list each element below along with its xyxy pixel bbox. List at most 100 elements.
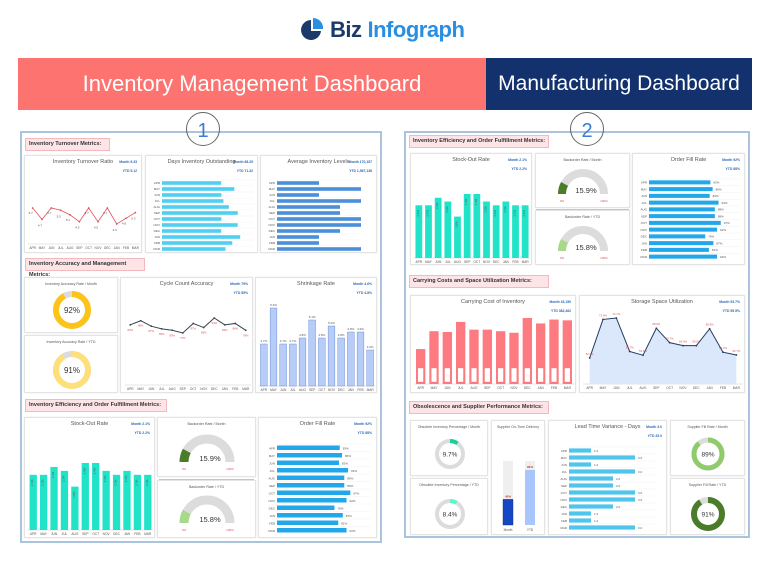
data-point[interactable] (115, 223, 118, 225)
data-point[interactable] (668, 341, 671, 344)
data-point[interactable] (588, 357, 591, 359)
bar[interactable] (298, 337, 307, 387)
data-point[interactable] (50, 207, 53, 209)
data-point[interactable] (628, 350, 631, 353)
bar[interactable] (269, 307, 278, 387)
bar[interactable] (162, 217, 222, 221)
data-point[interactable] (202, 326, 205, 329)
data-point[interactable] (655, 327, 658, 330)
data-point[interactable] (642, 354, 644, 357)
bar[interactable] (133, 474, 142, 530)
bar[interactable] (277, 223, 361, 227)
bar[interactable] (71, 486, 79, 530)
bar[interactable] (562, 320, 572, 384)
bar[interactable] (162, 199, 224, 203)
bar[interactable] (162, 211, 238, 215)
bar[interactable] (425, 205, 432, 258)
bar[interactable] (277, 468, 349, 473)
backorder-ytd-card[interactable]: 15.8% 0% 100% Backorder Rate / YTD (157, 480, 256, 538)
bar[interactable] (92, 463, 100, 530)
bar[interactable] (416, 349, 426, 384)
bar[interactable] (277, 475, 345, 481)
bar[interactable] (444, 201, 452, 258)
bar[interactable] (429, 331, 439, 384)
bar[interactable] (512, 205, 519, 258)
bar[interactable] (277, 498, 347, 503)
bar[interactable] (521, 205, 529, 258)
bar[interactable] (649, 200, 719, 205)
stockout-card[interactable]: APR MAY JUN JUL AUG SEP OCT NOV DEC JAN FEB MAR 2.1%… (24, 417, 155, 538)
data-point[interactable] (87, 207, 90, 209)
data-point[interactable] (125, 217, 127, 220)
data-point[interactable] (223, 323, 226, 326)
bar[interactable] (569, 448, 591, 453)
bar[interactable] (347, 331, 355, 387)
bar[interactable] (277, 247, 361, 251)
data-point[interactable] (244, 329, 247, 332)
bar[interactable] (277, 199, 361, 203)
data-point[interactable] (106, 207, 109, 209)
bar[interactable] (649, 187, 713, 192)
bar[interactable] (112, 474, 121, 530)
obsolete-ytd-card[interactable]: 8.4% Obsolete Inventory Percentage / YTD (410, 478, 488, 535)
data-point[interactable] (234, 322, 237, 325)
bar[interactable] (569, 504, 613, 509)
bar[interactable] (277, 187, 361, 191)
data-point[interactable] (134, 211, 137, 214)
bar[interactable] (569, 518, 591, 523)
banner-manufacturing-dashboard[interactable]: Manufacturing Dashboard (486, 58, 752, 110)
order-fill-card[interactable]: APR 83% MAY 86% JUN 82% JUL 94% AUG 89% SEP 89% OCT 9… (258, 417, 377, 538)
bar[interactable] (569, 497, 635, 502)
bar[interactable] (289, 343, 297, 387)
bar[interactable] (50, 466, 58, 530)
bar[interactable] (277, 513, 343, 518)
data-point[interactable] (59, 209, 62, 212)
bar[interactable] (277, 211, 340, 215)
bar[interactable] (649, 254, 718, 259)
bar[interactable] (569, 511, 591, 516)
bar[interactable] (569, 462, 591, 467)
turnover-ratio-card[interactable]: APR MAY JUN JUL AUG SEP OCT NOV DEC JAN FEB MAR 5.7 4… (24, 155, 142, 253)
bar[interactable] (525, 469, 535, 525)
bar[interactable] (483, 201, 490, 258)
banner-inventory-dashboard[interactable]: Inventory Management Dashboard (18, 58, 486, 110)
data-point[interactable] (695, 344, 698, 347)
avg-inventory-card[interactable]: APR MAY JUN JUL AUG SEP OCT NOV DEC JAN FEB MAR Aver… (260, 155, 377, 253)
bar[interactable] (649, 220, 721, 225)
supplier-fill-month-card[interactable]: 89% Supplier Fill Rate / Month (670, 420, 745, 476)
dio-card[interactable]: APR MAY JUN JUL AUG SEP OCT NOV DEC JAN FEB MAR Days… (145, 155, 258, 253)
data-point[interactable] (78, 220, 81, 223)
shrinkage-card[interactable]: APR MAY JUN JUL AUG SEP OCT NOV DEC JAN FEB MAR 4.7%… (255, 277, 377, 393)
data-point[interactable] (181, 332, 184, 334)
bar[interactable] (308, 319, 316, 387)
bar[interactable] (277, 235, 319, 239)
bar[interactable] (549, 319, 559, 384)
bar[interactable] (569, 483, 613, 488)
bar[interactable] (649, 227, 718, 232)
bar[interactable] (279, 343, 287, 387)
data-point[interactable] (602, 318, 604, 321)
data-point[interactable] (160, 328, 163, 330)
bar[interactable] (39, 474, 48, 530)
bar[interactable] (277, 490, 351, 496)
bar[interactable] (482, 329, 492, 384)
bar[interactable] (649, 207, 715, 212)
bar[interactable] (649, 193, 710, 198)
bar[interactable] (327, 325, 336, 387)
bar[interactable] (277, 229, 340, 233)
bar[interactable] (496, 331, 506, 384)
bar[interactable] (162, 247, 226, 251)
bar[interactable] (569, 469, 635, 474)
storage-card[interactable]: APR MAY JUN JUL AUG SEP OCT NOV DEC JAN FEB MAR 52.0… (579, 295, 745, 393)
bar[interactable] (162, 181, 222, 185)
bar[interactable] (277, 241, 319, 245)
data-point[interactable] (139, 319, 142, 322)
carrying-cost-card[interactable]: APR MAY JUN JUL AUG SEP OCT NOV DEC JAN FEB MAR Carr… (410, 295, 576, 393)
bar[interactable] (569, 476, 613, 481)
accuracy-month-card[interactable]: 92% Inventory Accuracy Rate / Month (24, 277, 118, 333)
bar[interactable] (29, 474, 37, 530)
bar[interactable] (123, 470, 131, 530)
bar[interactable] (649, 214, 715, 219)
supplier-ontime-card[interactable]: 45% Month 80% YTD Supplier On-Time Delivery (491, 420, 545, 535)
bar[interactable] (162, 193, 222, 197)
